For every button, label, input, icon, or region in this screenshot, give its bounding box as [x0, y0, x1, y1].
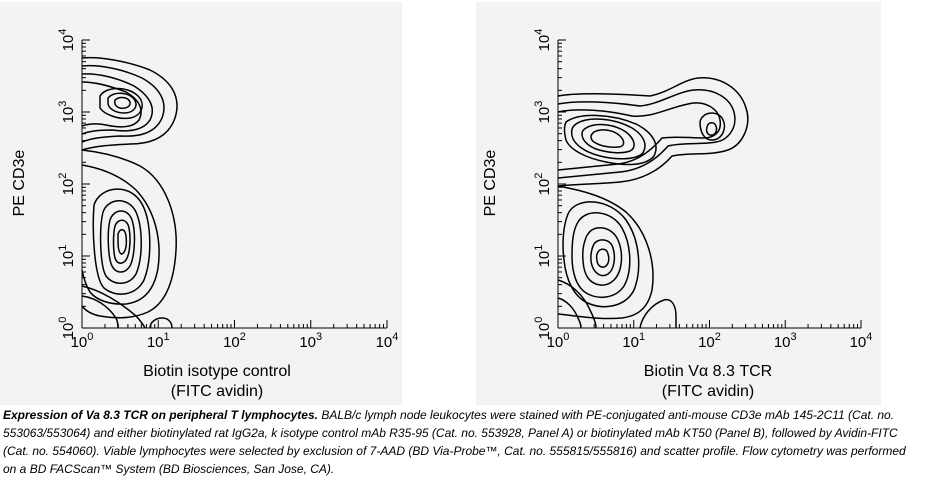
contour-lines: [557, 77, 749, 329]
x-tick-label: 102: [698, 331, 721, 351]
x-tick-label: 101: [622, 331, 645, 351]
contour-line: [81, 64, 165, 143]
contour-line: [81, 285, 146, 329]
contour-line: [582, 227, 623, 286]
contour-line: [99, 200, 142, 284]
y-tick-label: 102: [533, 173, 553, 196]
y-axis-label: PE CD3e: [11, 149, 28, 217]
panel-a-background: [0, 2, 402, 405]
contour-line: [563, 114, 657, 166]
contour-line: [639, 298, 677, 329]
y-tick-label: 100: [57, 317, 77, 340]
figure-caption: Expression of Va 8.3 TCR on peripheral T…: [3, 406, 908, 478]
contour-line: [571, 212, 631, 299]
x-tick-label: 102: [223, 331, 246, 351]
panel-b-background: [476, 2, 881, 405]
caption-body: BALB/c lymph node leukocytes were staine…: [3, 408, 906, 476]
y-tick-label: 103: [533, 101, 553, 124]
y-tick-label: 104: [57, 29, 77, 52]
x-tick-label: 101: [147, 331, 170, 351]
contour-line: [81, 295, 119, 329]
contour-line: [562, 201, 640, 308]
contour-line: [557, 185, 654, 320]
axis-ticks: 100 101 102 103 104 100 101 102 103 104: [533, 29, 872, 351]
contour-line: [81, 164, 160, 305]
contour-line: [92, 188, 151, 295]
contour-line: [112, 219, 131, 264]
y-tick-label: 101: [533, 245, 553, 268]
contour-line: [149, 317, 173, 329]
contour-line: [590, 129, 625, 148]
x-axis-label-line1: Biotin Vα 8.3 TCR: [643, 363, 773, 380]
y-tick-label: 102: [57, 173, 77, 196]
x-axis-label-line2: (FITC avidin): [661, 383, 755, 400]
caption-title: Expression of Va 8.3 TCR on peripheral T…: [3, 408, 318, 422]
contour-line: [581, 123, 635, 154]
x-tick-label: 103: [774, 331, 797, 351]
contour-line: [557, 279, 597, 329]
contour-line: [557, 297, 582, 329]
contour-line: [570, 118, 646, 160]
x-axis-label-line2: (FITC avidin): [170, 383, 264, 400]
y-tick-label: 103: [57, 101, 77, 124]
y-tick-label: 100: [533, 317, 553, 340]
contour-line: [107, 210, 136, 273]
x-axis-label: Biotin isotype control (FITC avidin): [82, 362, 352, 402]
contour-line: [557, 77, 749, 187]
contour-line: [557, 102, 722, 171]
x-tick-label: 104: [376, 331, 399, 351]
x-tick-label: 100: [547, 331, 570, 351]
contour-line: [81, 56, 178, 151]
x-axis-label: Biotin Vα 8.3 TCR (FITC avidin): [598, 362, 818, 402]
y-tick-label: 101: [57, 245, 77, 268]
contour-line: [705, 122, 718, 136]
y-tick-label: 104: [533, 29, 553, 52]
contour-line: [595, 248, 610, 268]
y-axis-label: PE CD3e: [482, 149, 499, 217]
contour-lines: [81, 56, 178, 329]
contour-line: [117, 229, 128, 255]
contour-line: [114, 96, 131, 109]
contour-line: [557, 89, 736, 179]
contour-line: [99, 87, 143, 120]
x-axis-label-line1: Biotin isotype control: [143, 363, 291, 380]
contour-line: [81, 149, 177, 319]
x-tick-label: 103: [299, 331, 322, 351]
x-tick-label: 104: [850, 331, 873, 351]
contour-line: [699, 112, 726, 141]
axis-ticks: 100 101 102 103 104 100 101 102 103 104: [57, 29, 398, 351]
contour-line: [81, 81, 142, 128]
contour-line: [107, 92, 137, 114]
contour-line: [81, 73, 154, 135]
x-tick-label: 100: [71, 331, 94, 351]
contour-line: [590, 239, 616, 277]
